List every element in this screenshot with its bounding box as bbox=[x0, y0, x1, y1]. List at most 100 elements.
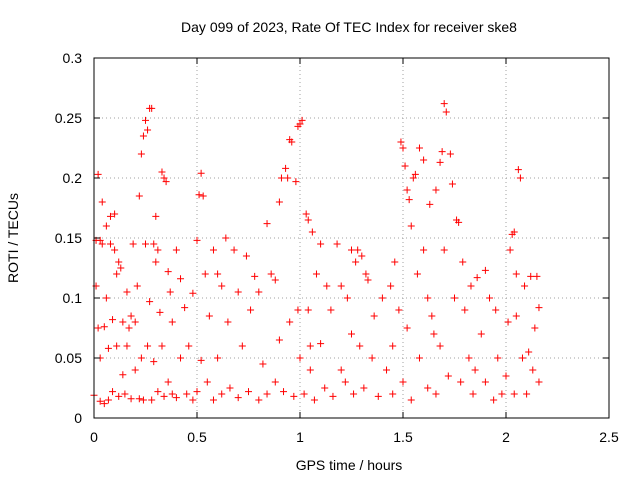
data-point bbox=[387, 282, 395, 290]
data-point bbox=[280, 388, 288, 396]
data-point bbox=[166, 288, 174, 296]
data-point bbox=[144, 126, 152, 134]
data-point bbox=[527, 272, 535, 280]
data-point bbox=[154, 246, 162, 254]
data-point bbox=[467, 282, 475, 290]
data-point bbox=[494, 354, 502, 362]
data-point bbox=[148, 396, 156, 404]
data-point bbox=[296, 120, 304, 128]
data-point bbox=[440, 100, 448, 108]
data-point bbox=[251, 272, 259, 280]
data-point bbox=[343, 294, 351, 302]
data-point bbox=[374, 392, 382, 400]
data-point bbox=[255, 288, 263, 296]
data-point bbox=[263, 220, 271, 228]
data-point bbox=[461, 306, 469, 314]
data-point bbox=[199, 192, 207, 200]
data-point bbox=[420, 246, 428, 254]
data-point bbox=[512, 270, 520, 278]
x-tick-labels: 0 0.5 1 1.5 2 2.5 bbox=[90, 429, 619, 445]
data-point bbox=[158, 342, 166, 350]
data-point bbox=[444, 372, 452, 380]
data-point bbox=[245, 388, 252, 396]
data-point bbox=[337, 366, 345, 374]
data-point bbox=[193, 236, 201, 244]
data-point bbox=[420, 156, 428, 164]
data-point bbox=[230, 246, 238, 254]
data-point bbox=[121, 390, 129, 398]
data-point bbox=[102, 222, 110, 230]
data-point bbox=[518, 354, 526, 362]
data-point bbox=[150, 358, 158, 366]
data-point bbox=[242, 252, 250, 260]
data-point bbox=[525, 348, 533, 356]
data-point bbox=[348, 330, 355, 338]
data-point bbox=[317, 240, 325, 248]
data-point bbox=[333, 240, 341, 248]
data-point bbox=[98, 240, 106, 248]
data-point bbox=[469, 390, 477, 398]
x-tick-label: 2.5 bbox=[599, 429, 619, 445]
data-point bbox=[238, 342, 246, 350]
data-point bbox=[164, 378, 172, 386]
data-point bbox=[506, 246, 514, 254]
data-point bbox=[459, 258, 467, 266]
data-point bbox=[389, 390, 397, 398]
data-point bbox=[214, 354, 222, 362]
data-point bbox=[164, 268, 172, 276]
x-tick-label: 1.5 bbox=[393, 429, 413, 445]
data-point bbox=[457, 378, 465, 386]
y-axis-label: ROTI / TECUs bbox=[5, 193, 21, 283]
data-point bbox=[146, 298, 154, 306]
data-point bbox=[127, 395, 135, 403]
data-point bbox=[156, 308, 164, 316]
data-point bbox=[471, 366, 479, 374]
data-point bbox=[181, 304, 189, 312]
data-point bbox=[275, 336, 283, 344]
data-point bbox=[521, 282, 529, 290]
data-point bbox=[481, 378, 489, 386]
data-point bbox=[317, 340, 325, 348]
data-point bbox=[172, 246, 180, 254]
data-point bbox=[100, 323, 108, 331]
data-point bbox=[407, 222, 415, 230]
data-point bbox=[403, 186, 411, 194]
data-point bbox=[96, 236, 104, 244]
data-point bbox=[209, 246, 217, 254]
data-point bbox=[399, 144, 407, 152]
data-point bbox=[277, 174, 285, 182]
data-point bbox=[432, 390, 440, 398]
data-point bbox=[123, 342, 131, 350]
data-point bbox=[329, 392, 337, 400]
data-point bbox=[111, 246, 119, 254]
chart-title: Day 099 of 2023, Rate Of TEC Index for r… bbox=[181, 19, 517, 35]
data-point bbox=[405, 196, 413, 204]
data-point bbox=[438, 148, 446, 156]
data-point bbox=[302, 210, 310, 218]
data-point bbox=[529, 366, 537, 374]
data-point bbox=[131, 318, 139, 326]
data-point bbox=[135, 192, 143, 200]
data-point bbox=[327, 306, 335, 314]
data-point bbox=[533, 272, 541, 280]
data-point bbox=[432, 186, 440, 194]
data-point bbox=[312, 270, 320, 278]
data-point bbox=[477, 330, 485, 338]
data-point bbox=[407, 396, 415, 404]
data-point bbox=[440, 246, 448, 254]
data-point bbox=[113, 342, 121, 350]
y-tick-label: 0 bbox=[74, 410, 82, 426]
x-tick-label: 0 bbox=[90, 429, 98, 445]
data-point bbox=[263, 390, 271, 398]
data-points bbox=[90, 100, 543, 408]
data-point bbox=[129, 240, 137, 248]
data-point bbox=[117, 264, 125, 272]
data-point bbox=[203, 378, 211, 386]
data-point bbox=[234, 288, 242, 296]
data-point bbox=[172, 394, 180, 402]
data-point bbox=[341, 378, 349, 386]
data-point bbox=[296, 354, 304, 362]
data-point bbox=[197, 356, 205, 364]
data-point bbox=[492, 306, 500, 314]
data-point bbox=[399, 378, 407, 386]
